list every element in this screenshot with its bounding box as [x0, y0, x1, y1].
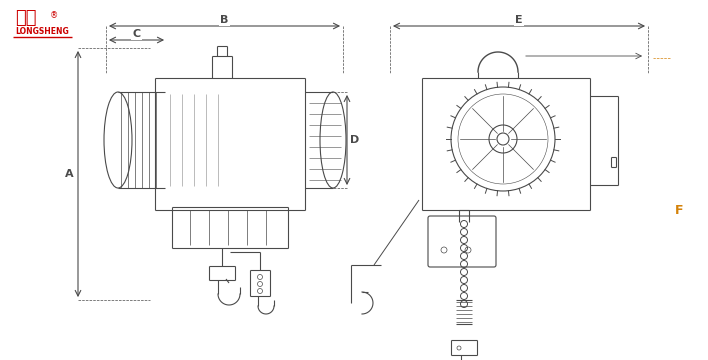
Text: E: E — [515, 15, 523, 25]
Text: B: B — [220, 15, 229, 25]
Text: 龍升: 龍升 — [15, 9, 37, 27]
Text: A: A — [64, 169, 74, 179]
Text: F: F — [675, 203, 683, 216]
Text: ®: ® — [50, 12, 58, 21]
Text: D: D — [350, 135, 360, 145]
Text: C: C — [132, 29, 141, 39]
Text: LONGSHENG: LONGSHENG — [15, 27, 69, 36]
